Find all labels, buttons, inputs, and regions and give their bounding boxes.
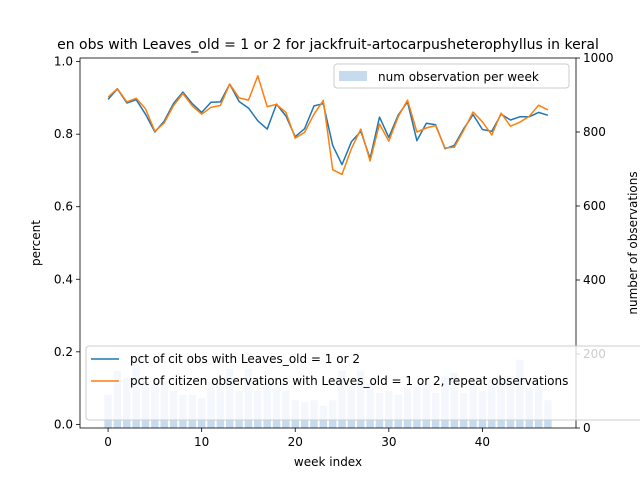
y-tick-label-left: 0.6: [54, 200, 73, 214]
y-tick-label-left: 0.0: [54, 417, 73, 431]
y-tick-label-right: 600: [583, 199, 606, 213]
line-series-1: [107, 83, 549, 166]
y-axis-label-left: percent: [29, 220, 43, 266]
legend-label-line-1: pct of cit obs with Leaves_old = 1 or 2: [130, 352, 360, 366]
x-tick-label: 20: [288, 435, 303, 449]
x-tick-label: 0: [104, 435, 112, 449]
x-axis-label: week index: [294, 455, 362, 469]
y-tick-label-right: 1000: [583, 51, 614, 65]
line-series-2: [107, 75, 549, 176]
x-tick-label: 40: [475, 435, 490, 449]
line-series-group: [107, 75, 549, 176]
legend-bars: num observation per week: [333, 63, 570, 89]
chart-title: en obs with Leaves_old = 1 or 2 for jack…: [57, 37, 599, 53]
y-axis-label-right: number of observations: [626, 171, 640, 314]
legend-label-line-2: pct of citizen observations with Leaves_…: [130, 374, 568, 388]
x-tick-label: 30: [381, 435, 396, 449]
legend-label-bars: num observation per week: [378, 70, 539, 84]
y-tick-label-right: 800: [583, 125, 606, 139]
x-tick-label: 10: [194, 435, 209, 449]
y-tick-label-left: 0.4: [54, 272, 73, 286]
legend-lines: pct of cit obs with Leaves_old = 1 or 2 p…: [85, 345, 640, 421]
legend-swatch-bars: [339, 71, 367, 81]
legend-box: [85, 345, 640, 421]
y-tick-label-left: 0.2: [54, 345, 73, 359]
y-tick-label-left: 0.8: [54, 127, 73, 141]
y-tick-label-right: 0: [583, 421, 591, 435]
plot-frame: [79, 57, 577, 429]
tick-group: 0102030400.00.20.40.60.81.00200400600800…: [54, 51, 614, 449]
y-tick-label-right: 400: [583, 273, 606, 287]
legend-box: [333, 63, 570, 89]
y-tick-label-left: 1.0: [54, 55, 73, 69]
